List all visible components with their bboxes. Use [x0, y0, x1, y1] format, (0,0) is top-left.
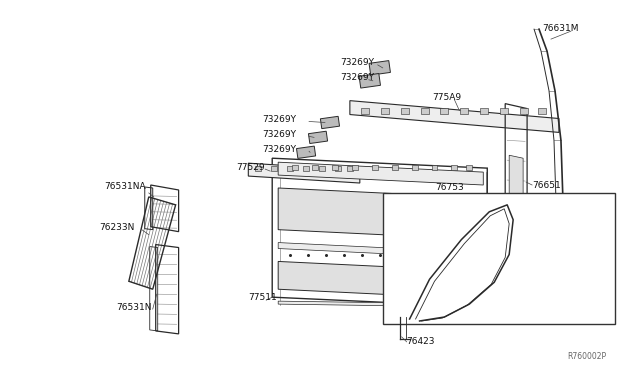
Text: 77529: 77529	[236, 163, 265, 171]
Polygon shape	[296, 146, 316, 158]
Bar	[381, 108, 388, 113]
Text: 73269Y: 73269Y	[262, 145, 296, 154]
Text: 73269Y: 73269Y	[340, 73, 374, 82]
Bar	[292, 165, 298, 170]
Polygon shape	[369, 61, 390, 75]
Bar	[420, 108, 429, 113]
Bar	[303, 166, 309, 171]
Text: 76423: 76423	[406, 337, 435, 346]
Text: 77511: 77511	[248, 293, 277, 302]
Bar	[401, 108, 408, 113]
Bar	[392, 165, 397, 170]
Text: 775A9: 775A9	[433, 93, 461, 102]
Text: 76631M: 76631M	[542, 24, 579, 33]
Text: 76233N: 76233N	[99, 223, 134, 232]
Bar	[412, 165, 417, 170]
Polygon shape	[248, 163, 360, 183]
Bar	[347, 166, 353, 171]
Bar	[372, 165, 378, 170]
Bar	[352, 165, 358, 170]
Bar	[467, 165, 472, 170]
Polygon shape	[278, 162, 483, 185]
Polygon shape	[278, 243, 483, 259]
Bar	[255, 166, 261, 171]
Polygon shape	[308, 131, 328, 144]
Text: 76531N: 76531N	[116, 302, 152, 312]
Bar	[480, 108, 488, 113]
Text: R760002P: R760002P	[567, 352, 606, 361]
Bar	[319, 166, 325, 171]
Bar	[383, 193, 614, 324]
Text: 76531NA: 76531NA	[104, 183, 145, 192]
Polygon shape	[278, 262, 483, 299]
Bar	[271, 166, 277, 171]
Polygon shape	[350, 101, 559, 132]
Bar	[451, 165, 458, 170]
Bar	[538, 108, 546, 113]
Bar	[361, 108, 369, 113]
Polygon shape	[359, 74, 380, 88]
Bar	[332, 165, 338, 170]
Polygon shape	[278, 188, 483, 240]
Bar	[500, 108, 508, 113]
Polygon shape	[278, 301, 483, 307]
Polygon shape	[509, 210, 523, 250]
Polygon shape	[321, 116, 340, 129]
Polygon shape	[509, 155, 523, 200]
Bar	[520, 108, 528, 113]
Bar	[312, 165, 318, 170]
Bar	[440, 108, 449, 113]
Bar	[460, 108, 468, 113]
Text: 76753: 76753	[435, 183, 464, 192]
Text: 73269Y: 73269Y	[340, 58, 374, 67]
Bar	[335, 166, 341, 171]
Bar	[287, 166, 293, 171]
Text: 73269Y: 73269Y	[262, 130, 296, 139]
Bar	[431, 165, 438, 170]
Text: 73269Y: 73269Y	[262, 115, 296, 124]
Text: 76651: 76651	[532, 180, 561, 189]
